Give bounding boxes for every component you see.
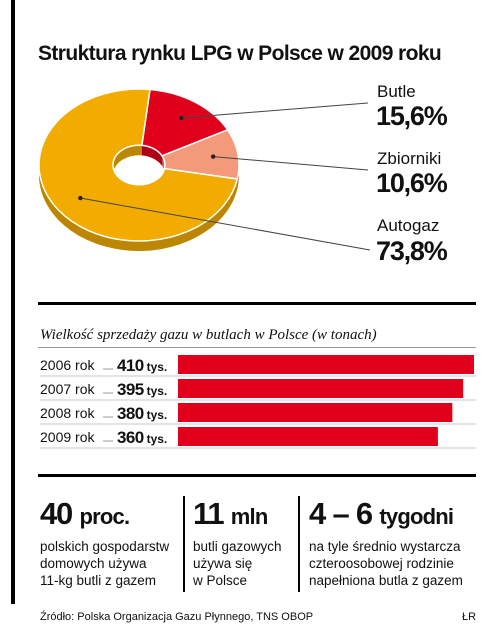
leader-dot: [179, 115, 184, 121]
stat-3-line: napełniona butla z gazem: [309, 573, 463, 588]
stat-2-line: w Polsce: [193, 573, 248, 588]
stat-3-value: 4 – 6: [309, 496, 373, 531]
bar-chart-title: Wielkość sprzedaży gazu w butlach w Pols…: [40, 327, 377, 343]
chart-title: Struktura rynku LPG w Polsce w 2009 roku: [38, 42, 442, 65]
stat-3-line: czteroosobowej rodzinie: [309, 556, 454, 571]
stat-1-number: 40 proc.: [40, 496, 131, 532]
section-divider-top: [38, 302, 476, 305]
legend-name-autogaz: Autogaz: [377, 216, 440, 235]
legend-value-butle: 15,6%: [376, 101, 448, 131]
bar-chart: 2006 rok 410 tys. 2007 rok 395 tys. 2008 rok 38…: [40, 355, 476, 449]
bar-value-label: 380 tys.: [117, 404, 167, 423]
stat-separator: [183, 496, 185, 592]
stat-1-value: 40: [40, 496, 73, 531]
donut-slice-autogaz: [38, 88, 239, 242]
donut-slice-butle: [140, 88, 229, 157]
stat-1-unit: proc.: [79, 504, 131, 529]
stat-3-line: na tyle średnio wystarcza: [309, 539, 461, 554]
bar-value-label: 395 tys.: [117, 380, 167, 399]
stat-3-description: na tyle średnio wystarcza czteroosobowej…: [309, 538, 463, 589]
stat-1-description: polskich gospodarstw domowych używa 11-k…: [40, 538, 169, 589]
left-rule: [11, 0, 15, 604]
bar-value-label: 360 tys.: [117, 428, 167, 447]
stat-2-value: 11: [193, 496, 225, 531]
bar-category-label: 2008 rok: [40, 405, 95, 421]
leader-line: [181, 102, 369, 119]
section-divider-bottom: [38, 474, 476, 477]
legend-value-autogaz: 73,8%: [376, 236, 448, 266]
donut-chart: [38, 88, 371, 252]
bar-3: [178, 403, 453, 422]
leader-dot: [78, 195, 83, 201]
bar-value-label: 410 tys.: [117, 356, 167, 375]
stat-1-line: 11-kg butli z gazem: [40, 573, 157, 588]
stat-2-line: używa się: [193, 556, 253, 571]
legend-value-zbiorniki: 10,6%: [376, 168, 448, 198]
legend-name-butle: Butle: [377, 82, 416, 101]
bar-chart-title-rule: [38, 347, 476, 348]
bar-category-label: 2009 rok: [40, 429, 95, 445]
bar-2: [178, 379, 464, 398]
stat-separator: [298, 496, 300, 592]
stat-3-unit: tygodni: [379, 504, 454, 529]
stat-3-number: 4 – 6 tygodni: [309, 496, 454, 532]
source-note: Źródło: Polska Organizacja Gazu Płynnego…: [40, 611, 314, 623]
legend-name-zbiorniki: Zbiorniki: [377, 149, 442, 168]
donut-slices: [38, 88, 240, 252]
leader-dot: [210, 154, 216, 159]
leader-line: [80, 197, 371, 251]
stat-2-number: 11 mln: [193, 496, 268, 532]
bar-1: [178, 355, 474, 374]
bar-4: [178, 427, 438, 446]
bar-category-label: 2006 rok: [40, 357, 95, 373]
leader-line: [213, 156, 369, 171]
stat-2-line: butli gazowych: [193, 539, 282, 554]
bar-category-label: 2007 rok: [40, 381, 95, 397]
author-credit: ŁR: [462, 611, 477, 623]
stat-1-line: polskich gospodarstw: [40, 539, 170, 554]
stat-2-unit: mln: [230, 504, 269, 529]
stat-1-line: domowych używa: [40, 556, 147, 571]
stat-2-description: butli gazowych używa się w Polsce: [193, 538, 282, 589]
